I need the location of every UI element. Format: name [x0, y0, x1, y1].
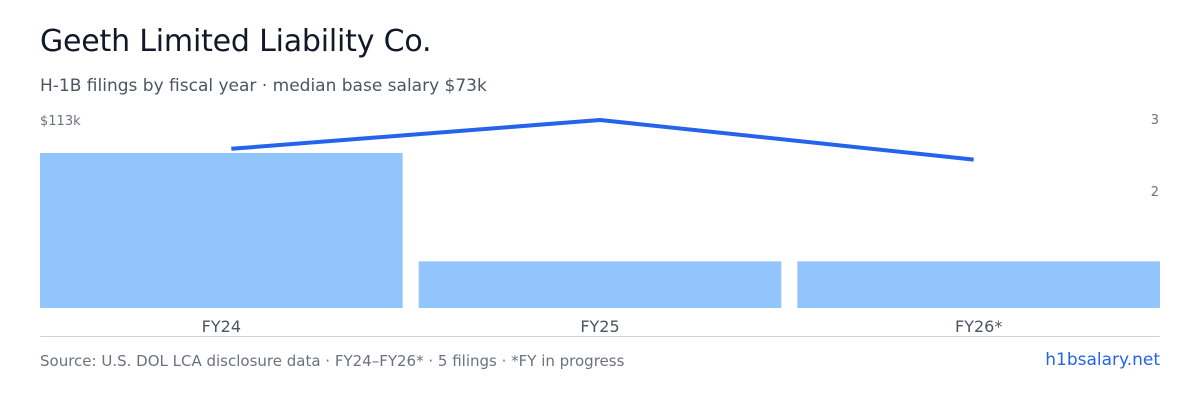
- left-axis-tick-label: $113k: [40, 114, 81, 129]
- x-tick-label: FY26*: [955, 317, 1002, 336]
- right-axis-tick-label: 3: [1151, 113, 1159, 128]
- chart-subtitle: H-1B filings by fiscal year · median bas…: [40, 76, 487, 96]
- chart-title: Geeth Limited Liability Co.: [40, 24, 432, 59]
- filings-line: [231, 118, 974, 162]
- bar-fy26: [797, 261, 1160, 308]
- bar-fy25: [418, 261, 782, 308]
- bar-fy24: [40, 153, 403, 308]
- x-tick-label: FY24: [202, 317, 241, 336]
- right-axis-tick-label: 2: [1151, 185, 1159, 200]
- site-link[interactable]: h1bsalary.net: [1045, 350, 1160, 370]
- source-note: Source: U.S. DOL LCA disclosure data · F…: [40, 352, 625, 370]
- x-tick-label: FY25: [580, 317, 619, 336]
